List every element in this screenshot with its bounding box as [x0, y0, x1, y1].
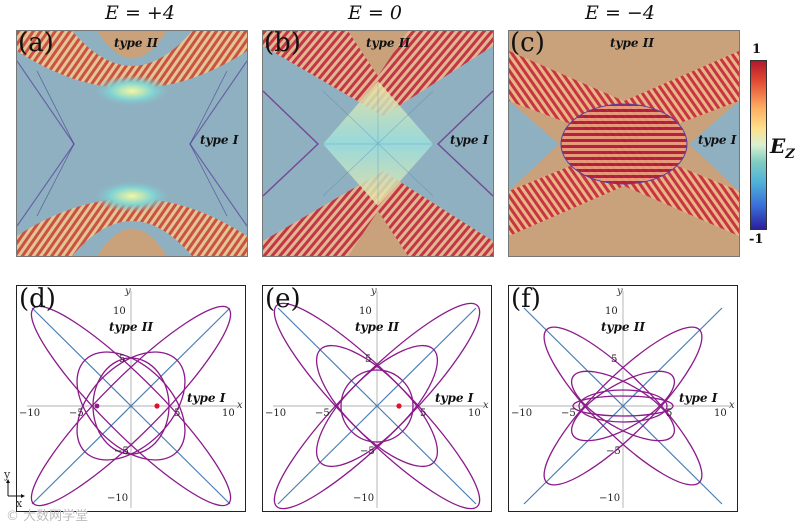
label-type-ii-e: type II — [355, 320, 399, 334]
panel-a: (a) type II type I — [16, 28, 248, 257]
watermark: © 大数网学堂 — [6, 509, 89, 524]
label-type-i-c: type I — [698, 133, 737, 147]
corner-axes-icon — [2, 470, 28, 500]
panel-tag-b: (b) — [264, 28, 301, 58]
label-type-i-d: type I — [187, 391, 226, 405]
y-tick-e: −5 — [360, 446, 375, 457]
label-type-ii-c: type II — [610, 36, 654, 50]
field-map-c — [508, 30, 740, 257]
colorbar-min: -1 — [749, 232, 764, 247]
y-axis-label-e: y — [371, 286, 377, 297]
label-type-i-e: type I — [435, 391, 474, 405]
field-map-a — [16, 30, 248, 257]
panel-c: (c) type II type I — [508, 28, 740, 257]
x-tick-e: 10 — [468, 408, 481, 419]
y-axis-label-f: y — [617, 286, 623, 297]
colorbar-max: 1 — [752, 42, 762, 57]
x-tick-e: −10 — [265, 408, 287, 419]
y-tick-d: −10 — [107, 493, 129, 504]
panel-d: (d) type II type I y x −10 −5 5 10 10 5 … — [16, 285, 246, 512]
y-tick-f: −5 — [606, 446, 621, 457]
x-tick-d: 10 — [222, 408, 235, 419]
title-e-minus-4: E = −4 — [585, 2, 655, 24]
x-tick-d: −10 — [19, 408, 41, 419]
panel-tag-a: (a) — [18, 28, 54, 58]
x-tick-f: 5 — [666, 408, 673, 419]
x-axis-label-f: x — [729, 400, 735, 411]
x-axis-label-d: x — [237, 400, 243, 411]
panel-f: (f) type II type I y x −10 −5 5 10 10 5 … — [508, 285, 738, 512]
label-type-i-f: type I — [679, 391, 718, 405]
label-type-ii-a: type II — [114, 36, 158, 50]
x-tick-d: 5 — [174, 408, 181, 419]
x-axis-label-e: x — [483, 400, 489, 411]
x-tick-f: −10 — [511, 408, 533, 419]
label-type-ii-f: type II — [601, 320, 645, 334]
y-tick-f: 5 — [611, 354, 618, 365]
x-tick-e: −5 — [315, 408, 330, 419]
label-type-i-b: type I — [450, 133, 489, 147]
x-tick-f: 10 — [714, 408, 727, 419]
title-e-plus-4: E = +4 — [105, 2, 175, 24]
panel-b: (b) type II type I — [262, 28, 494, 257]
x-tick-f: −5 — [561, 408, 576, 419]
y-tick-f: 10 — [605, 306, 618, 317]
y-tick-e: 5 — [365, 354, 372, 365]
panel-tag-f: (f) — [511, 284, 541, 314]
y-tick-e: −10 — [353, 493, 375, 504]
y-tick-f: −10 — [599, 493, 621, 504]
x-tick-e: 5 — [420, 408, 427, 419]
curve-plot-e — [273, 291, 485, 510]
corner-y-label: y — [4, 468, 11, 481]
curve-plot-f — [519, 291, 731, 508]
y-tick-d: 5 — [119, 354, 126, 365]
title-e-0: E = 0 — [348, 2, 402, 24]
label-type-ii-d: type II — [109, 320, 153, 334]
panel-tag-d: (d) — [19, 284, 56, 314]
field-map-b — [262, 30, 494, 257]
colorbar-label: EZ — [770, 134, 795, 162]
label-type-i-a: type I — [200, 133, 239, 147]
panel-tag-e: (e) — [265, 284, 301, 314]
colorbar — [750, 60, 767, 230]
panel-e: (e) type II type I y x −10 −5 5 10 10 5 … — [262, 285, 492, 512]
panel-tag-c: (c) — [510, 28, 545, 58]
y-axis-label-d: y — [125, 286, 131, 297]
y-tick-d: −5 — [114, 446, 129, 457]
x-tick-d: −5 — [69, 408, 84, 419]
y-tick-e: 10 — [359, 306, 372, 317]
label-type-ii-b: type II — [366, 36, 410, 50]
corner-x-label: x — [16, 497, 23, 510]
y-tick-d: 10 — [113, 306, 126, 317]
curve-plot-d — [27, 291, 239, 508]
